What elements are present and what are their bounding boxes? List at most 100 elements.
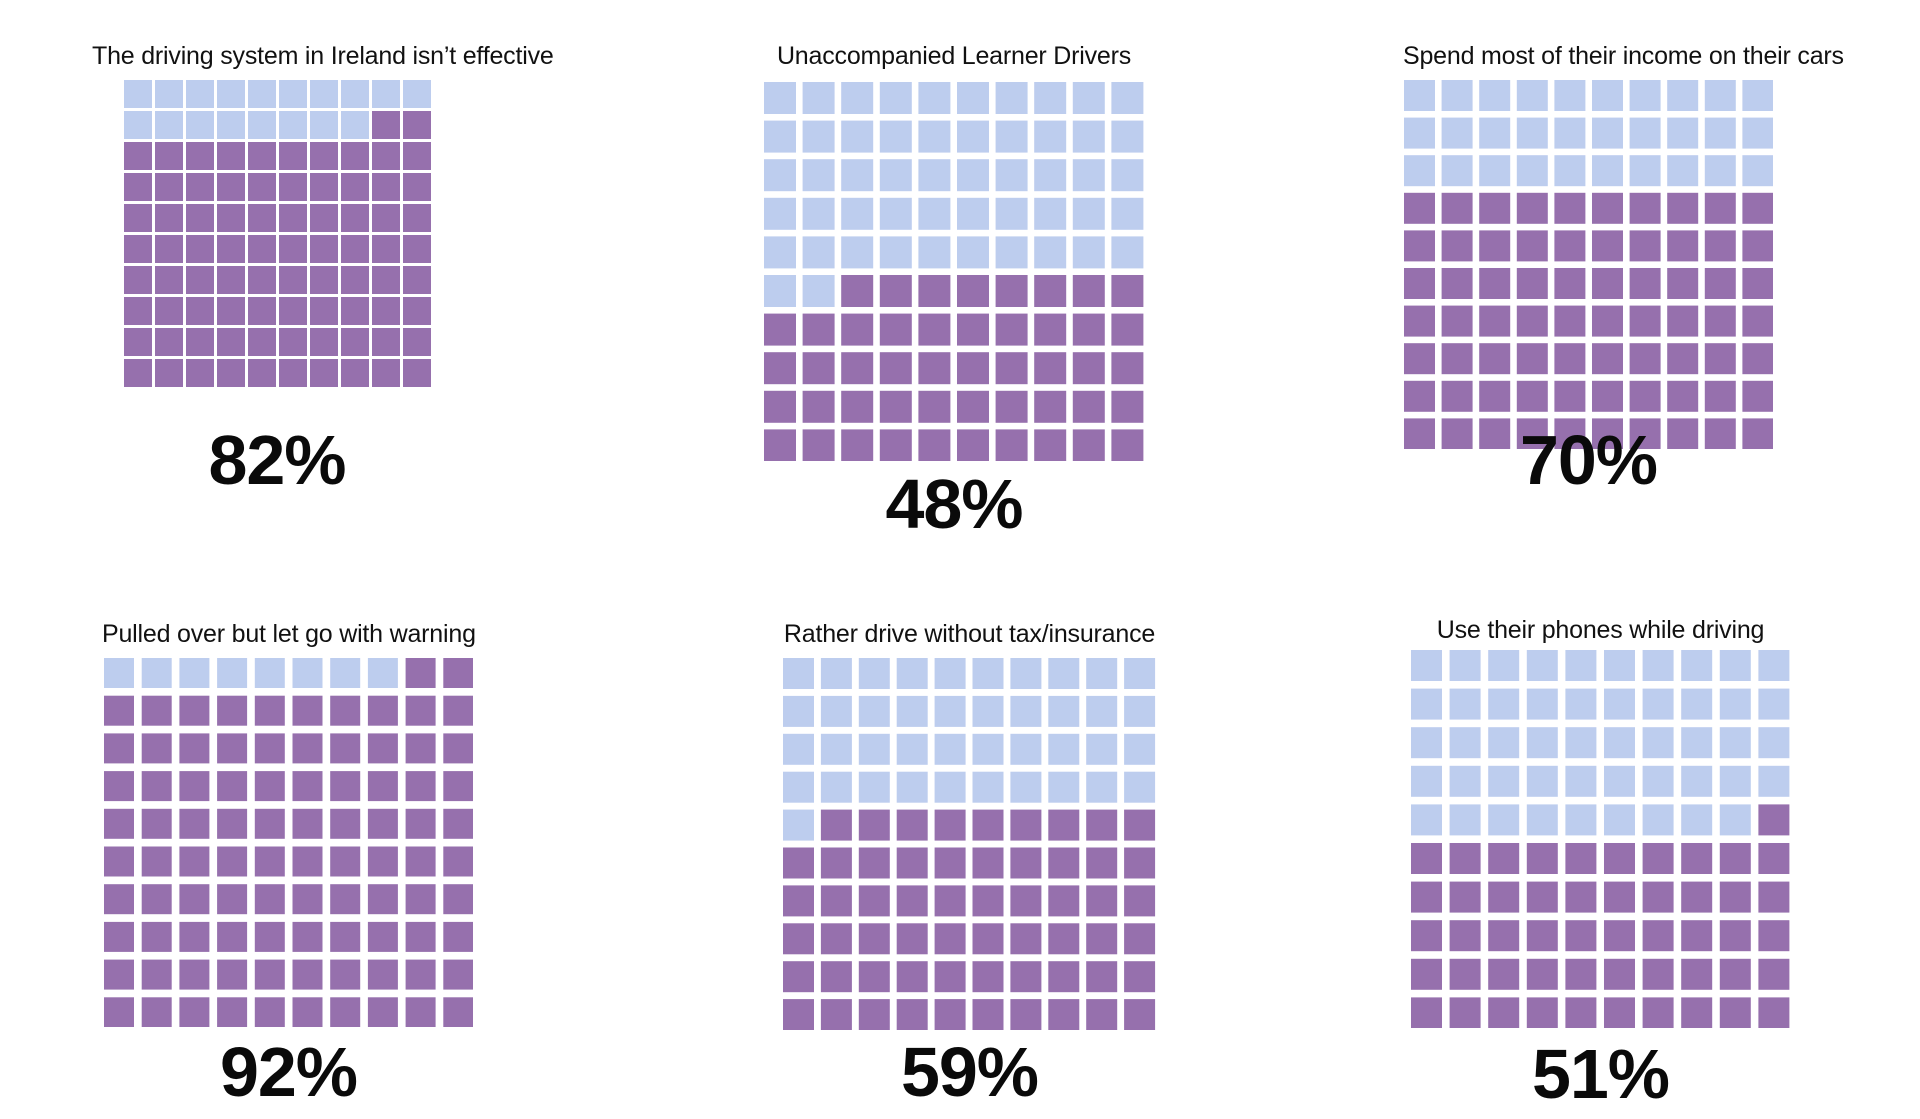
waffle-cell-filled [330, 695, 361, 726]
waffle-cell-filled [292, 733, 323, 764]
waffle-cell-filled [402, 173, 431, 201]
waffle-cell-filled [1720, 920, 1752, 952]
waffle-cell-filled [141, 959, 172, 990]
waffle-cell-filled [764, 390, 797, 423]
waffle-cell-empty [880, 120, 913, 153]
waffle-cell-filled [918, 429, 951, 462]
waffle-cell-filled [405, 884, 436, 915]
waffle-cell-filled [278, 328, 307, 356]
waffle-cell-filled [309, 173, 338, 201]
waffle-cell-filled [1488, 881, 1520, 913]
waffle-cell-filled [185, 328, 214, 356]
waffle-cell-filled [402, 266, 431, 294]
waffle-cell-filled [330, 884, 361, 915]
waffle-cell-empty [802, 236, 835, 269]
waffle-cell-filled [1403, 380, 1435, 412]
waffle-cell-empty [841, 236, 874, 269]
waffle-cell-filled [367, 846, 398, 877]
waffle-cell-filled [179, 771, 210, 802]
waffle-cell-empty [935, 733, 967, 765]
waffle-cell-filled [103, 846, 134, 877]
waffle-cell-empty [764, 120, 797, 153]
waffle-cell-filled [841, 313, 874, 346]
waffle-cell-filled [371, 204, 400, 232]
waffle-cell-filled [764, 313, 797, 346]
waffle-cell-filled [1478, 192, 1510, 224]
waffle-cell-filled [1742, 267, 1774, 299]
waffle-cell-empty [1591, 117, 1623, 149]
waffle-cell-empty [1720, 804, 1752, 836]
waffle-cell-filled [278, 235, 307, 263]
waffle-cell-empty [918, 197, 951, 230]
waffle-cell-filled [918, 274, 951, 307]
waffle-cell-filled [154, 266, 183, 294]
waffle-cell-empty [1048, 695, 1080, 727]
waffle-cell-empty [1449, 804, 1481, 836]
waffle-cell-filled [154, 359, 183, 387]
waffle-cell-empty [1591, 80, 1623, 111]
waffle-cell-filled [103, 733, 134, 764]
waffle-cell-filled [1527, 881, 1559, 913]
waffle-cell-filled [1554, 230, 1586, 262]
waffle-cell-filled [1604, 997, 1636, 1029]
waffle-cell-filled [1666, 192, 1698, 224]
waffle-cell-filled [1403, 343, 1435, 375]
waffle-cell-empty [1629, 155, 1661, 187]
waffle-cell-empty [1642, 727, 1674, 759]
waffle-cell-filled [1124, 885, 1156, 917]
waffle-cell-empty [1720, 688, 1752, 720]
waffle-cell-filled [935, 847, 967, 879]
waffle-cell-filled [405, 921, 436, 952]
waffle-cell-filled [367, 733, 398, 764]
waffle-cell-filled [141, 695, 172, 726]
waffle-cell-filled [897, 847, 929, 879]
waffle-cell-empty [1488, 650, 1520, 681]
waffle-cell-empty [1527, 804, 1559, 836]
waffle-cell-filled [1010, 885, 1042, 917]
waffle-cell-filled [935, 885, 967, 917]
waffle-cell-empty [1565, 765, 1597, 797]
waffle-cell-filled [247, 142, 276, 170]
waffle-cell-filled [1124, 999, 1156, 1031]
waffle-cell-empty [1449, 688, 1481, 720]
waffle-cell-filled [405, 997, 436, 1028]
waffle-cell-filled [1565, 920, 1597, 952]
waffle-cell-filled [841, 352, 874, 385]
waffle-cell-filled [123, 142, 152, 170]
waffle-cell-filled [1441, 192, 1473, 224]
waffle-cell-filled [402, 359, 431, 387]
waffle-cell-filled [995, 429, 1028, 462]
waffle-cell-filled [340, 359, 369, 387]
waffle-cell-filled [1666, 305, 1698, 337]
waffle-cell-empty [1403, 80, 1435, 111]
waffle-cell-empty [1681, 727, 1713, 759]
waffle-cell-filled [880, 390, 913, 423]
waffle-cell-filled [367, 771, 398, 802]
waffle-cell-filled [216, 921, 247, 952]
waffle-cell-filled [247, 359, 276, 387]
waffle-cell-filled [1681, 997, 1713, 1029]
waffle-cell-filled [402, 204, 431, 232]
waffle-cell-empty [1403, 117, 1435, 149]
waffle-cell-filled [1478, 305, 1510, 337]
waffle-cell-filled [154, 204, 183, 232]
waffle-cell-filled [254, 771, 285, 802]
waffle-cell-empty [1073, 159, 1106, 192]
waffle-cell-empty [764, 197, 797, 230]
waffle-cell-filled [1048, 885, 1080, 917]
waffle-cell-empty [972, 695, 1004, 727]
waffle-cell-empty [371, 80, 400, 108]
waffle-cell-filled [1478, 230, 1510, 262]
waffle-cell-empty [1411, 650, 1443, 681]
waffle-cell-empty [154, 111, 183, 139]
waffle-cell-filled [1742, 192, 1774, 224]
waffle-cell-filled [1111, 274, 1144, 307]
waffle-cell-filled [247, 297, 276, 325]
waffle-cell-filled [897, 961, 929, 993]
waffle-cell-empty [764, 82, 797, 114]
waffle-cell-filled [783, 999, 815, 1031]
waffle-cell-filled [292, 846, 323, 877]
waffle-cell-filled [1411, 997, 1443, 1029]
waffle-cell-filled [1034, 352, 1067, 385]
waffle-cell-empty [841, 82, 874, 114]
